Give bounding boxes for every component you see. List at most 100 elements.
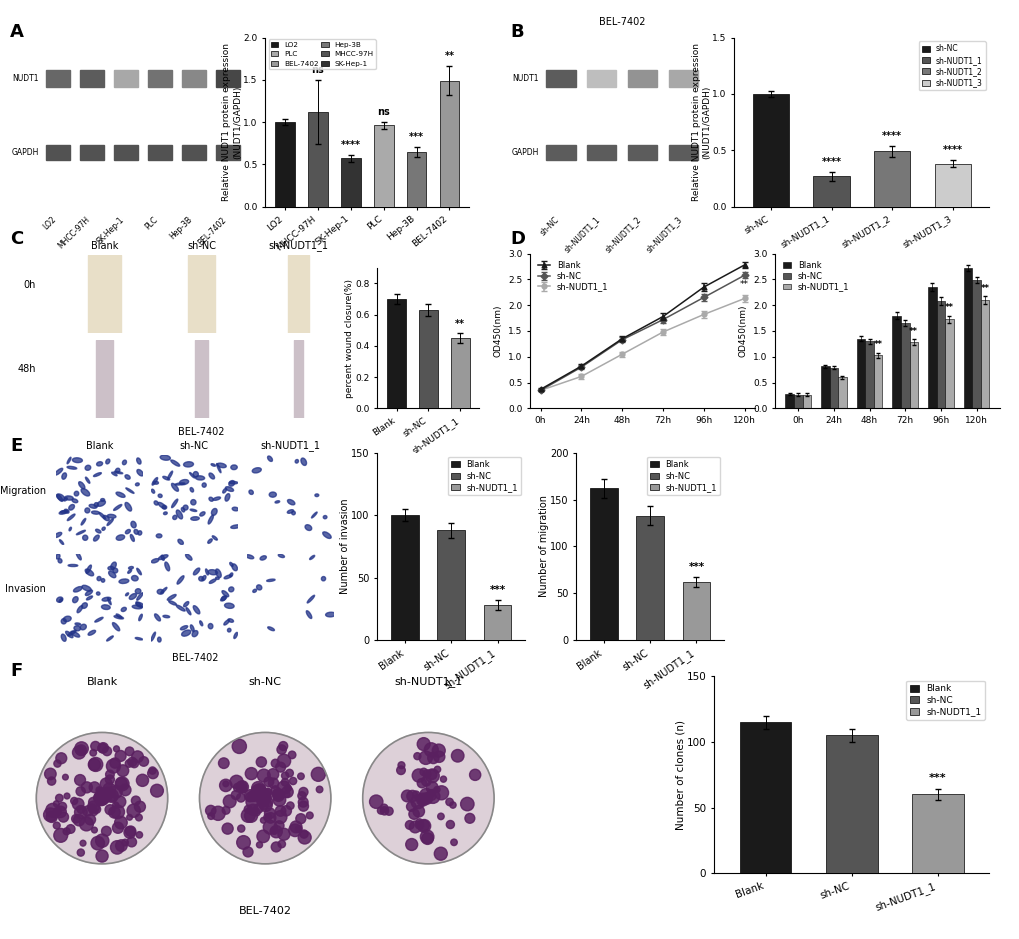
Circle shape xyxy=(98,788,105,795)
Ellipse shape xyxy=(139,614,143,621)
Ellipse shape xyxy=(67,467,76,470)
Circle shape xyxy=(119,784,130,795)
Ellipse shape xyxy=(107,636,113,641)
Ellipse shape xyxy=(76,552,82,560)
Circle shape xyxy=(263,820,277,834)
Circle shape xyxy=(272,790,284,801)
Ellipse shape xyxy=(162,505,166,509)
Circle shape xyxy=(72,798,84,809)
Text: 0h: 0h xyxy=(23,280,36,290)
Ellipse shape xyxy=(89,504,97,508)
Bar xyxy=(828,368,838,408)
Text: sh-NUDT1_1: sh-NUDT1_1 xyxy=(260,439,320,451)
Bar xyxy=(46,69,70,86)
Ellipse shape xyxy=(56,554,60,559)
Ellipse shape xyxy=(130,521,137,528)
Text: **: ** xyxy=(740,280,748,289)
Circle shape xyxy=(62,775,68,780)
Circle shape xyxy=(104,793,112,800)
Text: Hep-3B: Hep-3B xyxy=(167,215,194,241)
Ellipse shape xyxy=(125,475,130,479)
Circle shape xyxy=(251,785,264,797)
Circle shape xyxy=(277,745,286,754)
Circle shape xyxy=(126,838,137,847)
Ellipse shape xyxy=(76,531,86,534)
Text: **: ** xyxy=(444,52,454,61)
Ellipse shape xyxy=(133,530,139,534)
Circle shape xyxy=(426,790,439,804)
Ellipse shape xyxy=(94,535,99,541)
Circle shape xyxy=(298,792,306,800)
Ellipse shape xyxy=(119,579,128,583)
Ellipse shape xyxy=(163,476,169,480)
Bar xyxy=(739,722,791,873)
Ellipse shape xyxy=(116,492,125,498)
Ellipse shape xyxy=(183,602,189,607)
Circle shape xyxy=(246,793,255,802)
Ellipse shape xyxy=(127,570,131,574)
Circle shape xyxy=(423,770,431,777)
Circle shape xyxy=(76,787,86,796)
Circle shape xyxy=(105,775,114,784)
Circle shape xyxy=(420,830,433,843)
Circle shape xyxy=(218,758,229,768)
Circle shape xyxy=(208,813,214,820)
Circle shape xyxy=(433,787,439,793)
Circle shape xyxy=(94,793,104,803)
Circle shape xyxy=(235,780,249,793)
Circle shape xyxy=(296,814,306,824)
Ellipse shape xyxy=(211,509,217,516)
Bar xyxy=(963,268,971,408)
Circle shape xyxy=(259,785,265,792)
Ellipse shape xyxy=(102,527,105,531)
Circle shape xyxy=(274,810,286,824)
Ellipse shape xyxy=(167,594,176,600)
Bar xyxy=(483,606,511,640)
Ellipse shape xyxy=(172,516,177,519)
Ellipse shape xyxy=(163,512,167,515)
Circle shape xyxy=(264,813,271,822)
Ellipse shape xyxy=(87,596,93,600)
Circle shape xyxy=(445,798,452,806)
Circle shape xyxy=(256,789,270,803)
Ellipse shape xyxy=(177,539,183,545)
Ellipse shape xyxy=(116,535,124,540)
Circle shape xyxy=(281,786,292,797)
Ellipse shape xyxy=(209,497,213,501)
Ellipse shape xyxy=(202,483,206,487)
Ellipse shape xyxy=(194,568,200,575)
Ellipse shape xyxy=(230,525,240,529)
Circle shape xyxy=(283,791,289,797)
Bar xyxy=(181,69,206,86)
Bar xyxy=(825,735,876,873)
Text: BEL-7402: BEL-7402 xyxy=(238,906,291,916)
Ellipse shape xyxy=(229,482,237,484)
Ellipse shape xyxy=(225,494,229,501)
Circle shape xyxy=(267,769,278,780)
Ellipse shape xyxy=(163,615,169,618)
Circle shape xyxy=(105,805,115,815)
Ellipse shape xyxy=(103,516,109,520)
Circle shape xyxy=(275,806,285,816)
Ellipse shape xyxy=(192,631,198,637)
Ellipse shape xyxy=(55,469,63,475)
Ellipse shape xyxy=(231,563,237,571)
Circle shape xyxy=(127,758,137,766)
Ellipse shape xyxy=(227,619,233,623)
Circle shape xyxy=(219,779,231,792)
Circle shape xyxy=(223,795,235,808)
Circle shape xyxy=(271,842,281,852)
Circle shape xyxy=(250,795,255,802)
Text: BEL-7402: BEL-7402 xyxy=(171,653,218,663)
Ellipse shape xyxy=(179,480,189,485)
Bar xyxy=(287,255,309,333)
Ellipse shape xyxy=(310,555,315,560)
Ellipse shape xyxy=(130,534,135,542)
Circle shape xyxy=(440,776,446,782)
Circle shape xyxy=(428,790,435,797)
Bar xyxy=(391,516,419,640)
Circle shape xyxy=(101,795,106,801)
Circle shape xyxy=(409,808,419,820)
Ellipse shape xyxy=(200,621,203,625)
Circle shape xyxy=(111,805,124,819)
